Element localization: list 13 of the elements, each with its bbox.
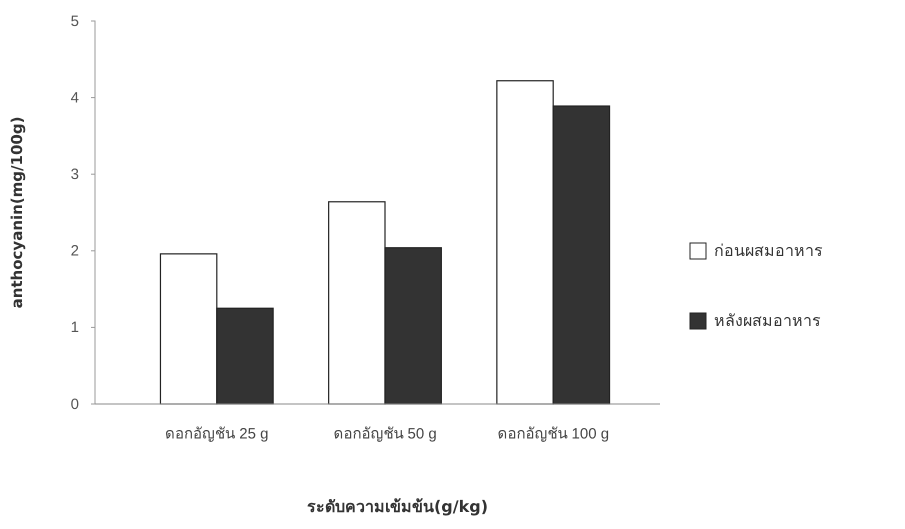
legend-label: ก่อนผสมอาหาร <box>714 241 823 260</box>
x-tick-label: ดอกอัญชัน 25 g <box>165 426 268 443</box>
y-tick-label: 5 <box>70 12 79 30</box>
y-tick-label: 4 <box>70 89 79 106</box>
y-tick-label: 3 <box>70 166 79 183</box>
y-tick-label: 1 <box>70 319 79 336</box>
legend-label: หลังผสมอาหาร <box>714 311 821 330</box>
y-tick-label: 0 <box>70 396 79 413</box>
x-axis-title: ระดับความเข้มข้น(g/kg) <box>306 497 488 516</box>
y-axis-title: anthocyanin(mg/100g) <box>8 116 26 308</box>
y-tick-label: 2 <box>70 242 79 260</box>
x-tick-label: ดอกอัญชัน 100 g <box>497 426 610 443</box>
x-tick-label: ดอกอัญชัน 50 g <box>333 426 437 443</box>
